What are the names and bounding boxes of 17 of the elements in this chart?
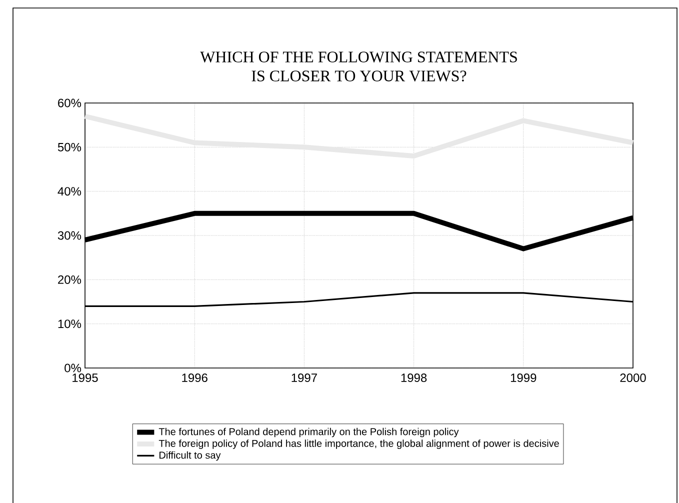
y-tick-label: 20% <box>58 275 82 284</box>
y-tick-label: 50% <box>58 142 82 152</box>
y-tick-label: 40% <box>58 187 82 196</box>
x-tick-label: 2000 <box>620 374 646 382</box>
legend-label: The foreign policy of Poland has little importance, the global alignment of power is decisive <box>158 440 559 449</box>
x-tick-label: 1996 <box>182 374 208 382</box>
y-tick-label: 10% <box>58 320 82 328</box>
x-tick-label: 1998 <box>401 374 427 382</box>
y-tick-label: 30% <box>58 231 82 240</box>
x-tick-label: 1997 <box>292 374 317 382</box>
legend-label: Difficult to say <box>160 451 221 461</box>
x-tick-label: 1995 <box>72 374 98 382</box>
x-tick-label: 1999 <box>510 374 536 382</box>
legend-label: The fortunes of Poland depend primarily on the Polish foreign policy <box>158 428 459 438</box>
y-tick-label: 0% <box>64 364 82 372</box>
chart-title: WHICH OF THE FOLLOWING STATEMENTS IS CLOSER TO YOUR VIEWS? <box>200 52 517 82</box>
y-tick-label: 60% <box>58 98 82 108</box>
